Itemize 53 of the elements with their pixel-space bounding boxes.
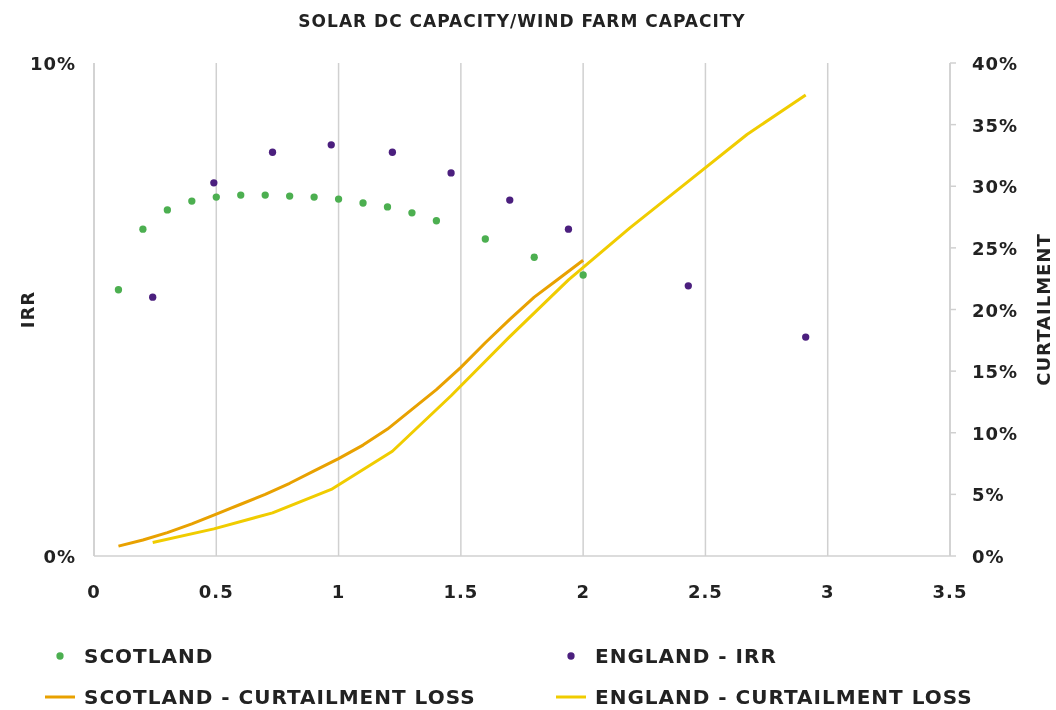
- point: [188, 197, 196, 205]
- line-series: [151, 93, 808, 544]
- x-tick-label: 0: [87, 581, 101, 602]
- point: [163, 206, 172, 214]
- point: [684, 282, 692, 290]
- point: [564, 225, 573, 233]
- legend-label: ENGLAND - CURTAILMENT LOSS: [595, 685, 973, 709]
- legend-label: SCOTLAND - CURTAILMENT LOSS: [84, 685, 476, 709]
- point: [310, 193, 318, 201]
- y2-tick-label: 40%: [972, 53, 1019, 74]
- point: [408, 209, 416, 217]
- point: [210, 179, 218, 187]
- point: [334, 195, 343, 203]
- legend-label: ENGLAND - IRR: [595, 644, 777, 668]
- point: [388, 148, 397, 156]
- y2-tick-label: 20%: [972, 299, 1019, 321]
- x-tick-label: 0.5: [198, 581, 234, 602]
- x-tick-label: 2.5: [687, 581, 723, 602]
- chart-title: SOLAR DC CAPACITY/WIND FARM CAPACITY: [298, 11, 746, 31]
- y2-tick-label: 25%: [972, 237, 1019, 259]
- line-series: [116, 258, 585, 548]
- x-tick-label: 1.5: [443, 581, 479, 602]
- y2-tick-label: 35%: [972, 114, 1019, 136]
- y2-axis-title: CURTAILMENT: [1033, 233, 1054, 386]
- point: [481, 235, 489, 243]
- point: [802, 333, 810, 341]
- legend-label: SCOTLAND: [84, 644, 214, 668]
- point: [506, 196, 514, 204]
- point: [530, 253, 538, 261]
- y2-tick-label: 5%: [972, 484, 1005, 506]
- point: [359, 199, 367, 207]
- point: [432, 217, 441, 225]
- point: [212, 193, 220, 201]
- point: [237, 191, 245, 199]
- x-tick-label: 2: [576, 581, 590, 602]
- y2-tick-label: 30%: [972, 176, 1019, 198]
- y-axis-title: IRR: [17, 290, 38, 329]
- y2-tick-label: 15%: [972, 361, 1019, 383]
- point: [268, 148, 277, 156]
- x-tick-label: 3.5: [932, 581, 968, 602]
- y2-tick-label: 10%: [972, 422, 1019, 444]
- point: [149, 293, 157, 301]
- x-tick-label: 3: [820, 581, 835, 602]
- x-tick-label: 1: [331, 581, 346, 602]
- point: [327, 141, 335, 149]
- point: [139, 225, 147, 233]
- point: [286, 192, 294, 200]
- point: [114, 286, 123, 294]
- point: [447, 169, 455, 177]
- point: [383, 203, 392, 211]
- y2-tick-label: 0%: [972, 546, 1005, 567]
- point: [579, 271, 587, 279]
- point: [261, 191, 269, 199]
